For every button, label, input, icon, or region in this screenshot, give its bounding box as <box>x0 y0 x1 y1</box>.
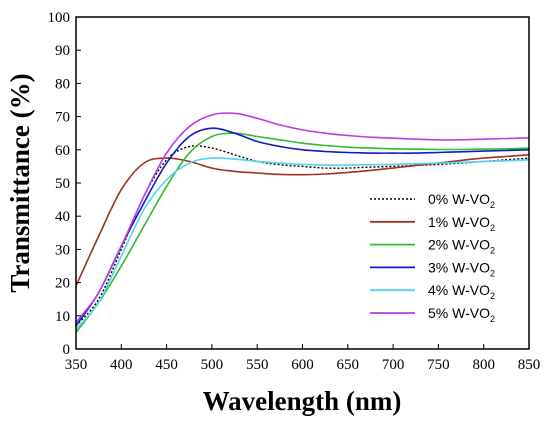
series-line-2 <box>75 132 530 333</box>
y-tick-label: 30 <box>55 242 70 258</box>
legend-label-3: 3% W-VO2 <box>428 259 495 278</box>
x-tick-label: 700 <box>382 357 405 373</box>
y-tick-label: 100 <box>48 10 71 26</box>
legend-label-4: 4% W-VO2 <box>428 282 495 301</box>
plot-frame <box>75 16 530 350</box>
series-line-5 <box>75 112 530 323</box>
x-axis-title: Wavelength (nm) <box>203 386 402 416</box>
y-tick-label: 70 <box>55 110 70 126</box>
x-tick-label: 350 <box>65 357 88 373</box>
x-tick-label: 600 <box>291 357 314 373</box>
y-tick-label: 90 <box>55 43 70 59</box>
x-tick-label: 400 <box>110 357 133 373</box>
x-tick-label: 450 <box>155 357 178 373</box>
x-tick-label: 500 <box>201 357 224 373</box>
y-tick-label: 50 <box>55 176 70 192</box>
y-axis: 0 10 20 30 40 50 60 70 80 90 100 <box>48 10 81 358</box>
y-tick-label: 20 <box>55 276 70 292</box>
legend-label-2: 2% W-VO2 <box>428 237 495 256</box>
legend-label-5: 5% W-VO2 <box>428 305 495 324</box>
legend-label-1: 1% W-VO2 <box>428 214 495 233</box>
x-tick-label: 550 <box>246 357 269 373</box>
x-tick-label: 650 <box>337 357 360 373</box>
x-tick-label: 800 <box>472 357 495 373</box>
x-axis: 350 400 450 500 550 600 650 700 750 800 850 <box>65 344 541 373</box>
legend: 0% W-VO2 1% W-VO2 2% W-VO2 3% W-VO2 4% W-VO2… <box>370 191 495 324</box>
series-line-3 <box>75 127 530 327</box>
y-tick-label: 40 <box>55 209 70 225</box>
x-tick-label: 750 <box>427 357 450 373</box>
x-tick-label: 850 <box>518 357 541 373</box>
y-tick-label: 60 <box>55 143 70 159</box>
y-tick-label: 80 <box>55 76 70 92</box>
series-line-4 <box>75 157 530 330</box>
y-axis-title: Transmittance (%) <box>5 73 35 292</box>
plot-marks <box>75 112 530 333</box>
legend-label-0: 0% W-VO2 <box>428 191 495 210</box>
y-tick-label: 0 <box>63 342 71 358</box>
series-line-1 <box>75 154 530 287</box>
y-tick-label: 10 <box>55 309 70 325</box>
